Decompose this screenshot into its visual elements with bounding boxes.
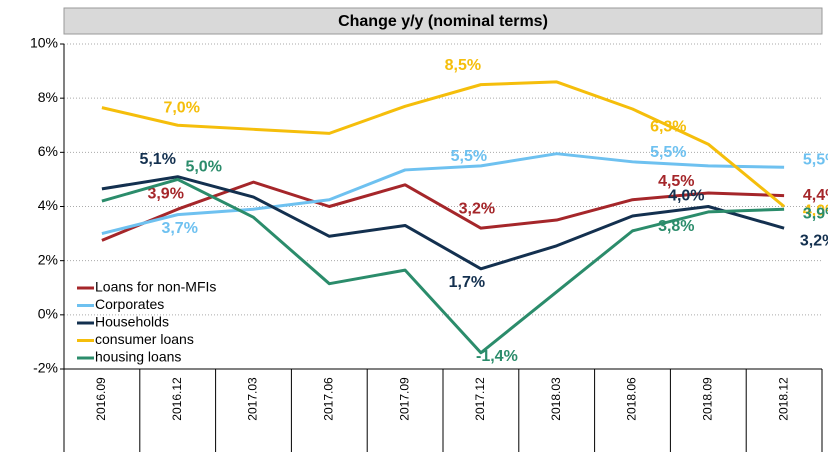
y-tick-label: 6%: [38, 143, 58, 159]
x-tick-label: 2016.12: [170, 377, 184, 421]
data-label: 4,0%: [668, 188, 704, 205]
x-tick-label: 2017.06: [321, 377, 335, 421]
data-label: 3,2%: [459, 200, 495, 217]
data-label: 3,2%: [800, 232, 828, 249]
legend-label: Households: [95, 314, 169, 330]
data-label: 5,1%: [139, 151, 175, 168]
chart-title: Change y/y (nominal terms): [338, 13, 548, 30]
x-tick-label: 2018.03: [549, 377, 563, 421]
legend-label: Loans for non-MFIs: [95, 279, 216, 295]
legend-label: Corporates: [95, 296, 164, 312]
y-tick-label: 2%: [38, 251, 58, 267]
series-line: [101, 175, 785, 271]
series-line: [101, 80, 786, 208]
data-label: 4,0%: [803, 203, 828, 220]
x-tick-label: 2017.12: [473, 377, 487, 421]
x-tick-label: 2016.09: [94, 377, 108, 421]
x-tick-label: 2018.09: [700, 377, 714, 421]
series-line: [101, 152, 785, 236]
data-label: -1,4%: [476, 348, 518, 365]
x-tick-label: 2017.03: [246, 377, 260, 421]
data-label: 8,5%: [445, 57, 481, 74]
data-label: 4,5%: [658, 173, 694, 190]
data-label: 3,7%: [161, 220, 197, 237]
y-tick-label: 8%: [38, 89, 58, 105]
data-label: 5,5%: [803, 151, 828, 168]
data-label: 5,5%: [451, 148, 487, 165]
legend-label: housing loans: [95, 349, 181, 365]
y-tick-label: 4%: [38, 197, 58, 213]
x-tick-label: 2018.12: [776, 377, 790, 421]
y-tick-label: 10%: [30, 35, 58, 51]
data-label: 7,0%: [163, 99, 199, 116]
y-tick-label: -2%: [33, 360, 58, 376]
data-label: 5,5%: [650, 144, 686, 161]
data-label: 3,9%: [147, 185, 183, 202]
legend-label: consumer loans: [95, 331, 194, 347]
data-label: 1,7%: [449, 274, 485, 291]
x-tick-label: 2017.09: [397, 377, 411, 421]
data-label: 4,4%: [803, 187, 828, 204]
data-label: 6,3%: [650, 118, 686, 135]
series-line: [101, 180, 785, 242]
title-bar: [63, 7, 823, 35]
data-label: 5,0%: [185, 159, 221, 176]
x-tick-label: 2018.06: [625, 377, 639, 421]
data-label: 3,9%: [803, 205, 828, 222]
series-line: [101, 177, 785, 355]
y-tick-label: 0%: [38, 306, 58, 322]
data-label: 3,8%: [658, 218, 694, 235]
